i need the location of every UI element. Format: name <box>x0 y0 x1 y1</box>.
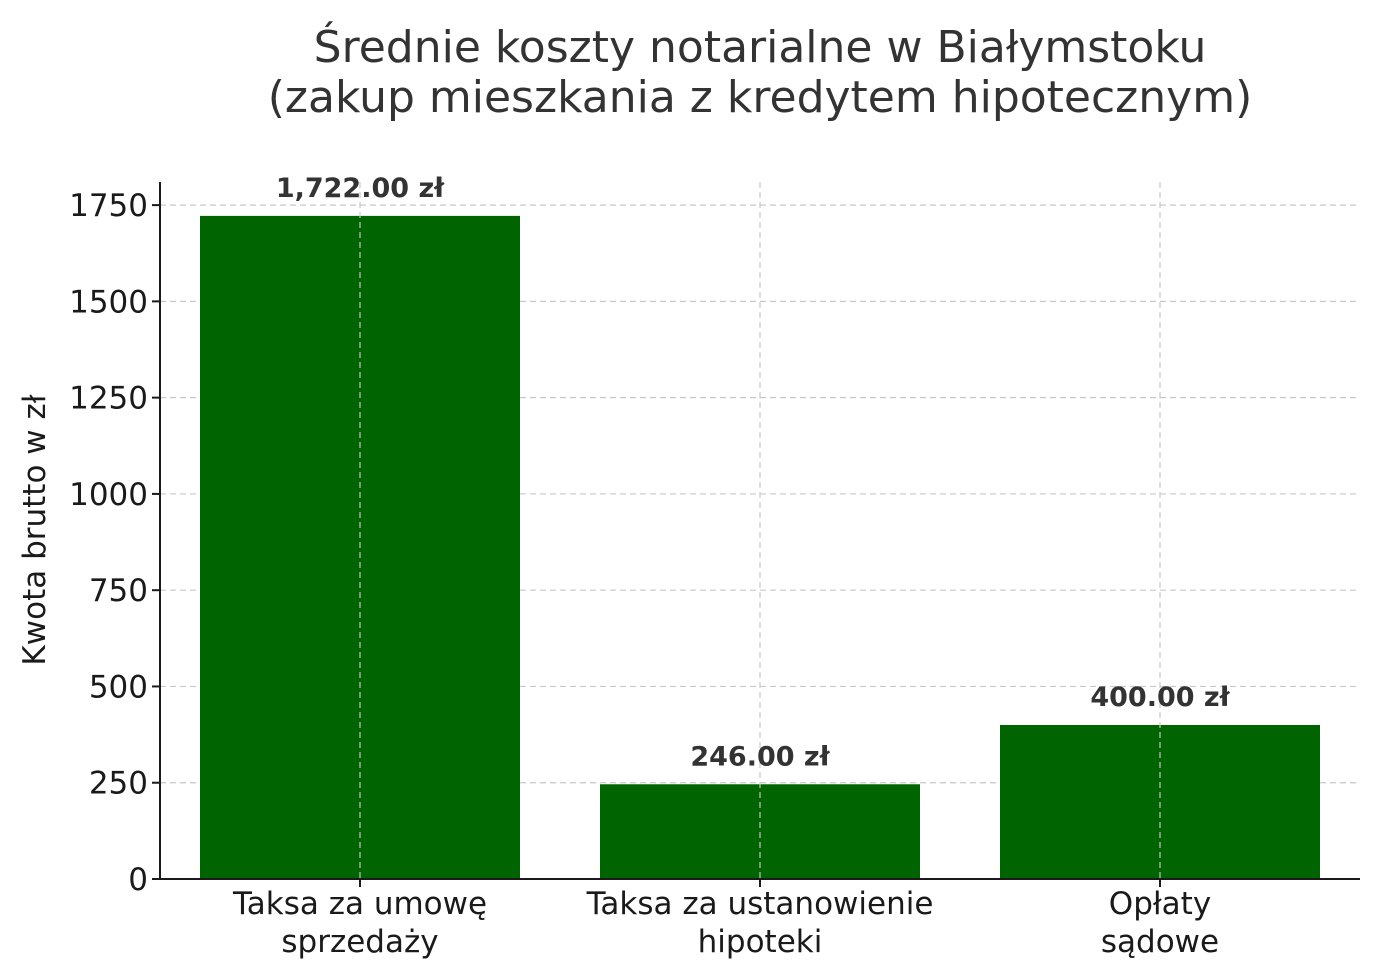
y-tick-label: 1250 <box>69 381 148 417</box>
y-axis-label: Kwota brutto w zł <box>17 394 53 665</box>
chart-title-line-1: Średnie koszty notarialne w Białymstoku <box>314 20 1207 73</box>
x-tick-label: hipoteki <box>698 924 823 960</box>
x-tick-label: Opłaty <box>1109 886 1211 922</box>
vertical-grid-layer <box>359 182 1161 879</box>
x-tick-label: Taksa za ustanowienie <box>586 886 934 922</box>
chart-title: Średnie koszty notarialne w Białymstoku … <box>268 20 1252 123</box>
x-tick-label: Taksa za umowę <box>232 886 487 922</box>
y-tick-label: 1750 <box>69 188 148 224</box>
chart-title-line-2: (zakup mieszkania z kredytem hipotecznym… <box>268 72 1252 123</box>
x-tick-label: sprzedaży <box>281 924 438 960</box>
y-tick-label: 250 <box>89 766 148 802</box>
y-tick-label: 1500 <box>69 284 148 320</box>
x-tick-label: sądowe <box>1101 924 1219 960</box>
y-tick-label: 750 <box>89 573 148 609</box>
data-label: 400.00 zł <box>1090 682 1230 713</box>
bars-layer <box>200 215 1320 879</box>
y-tick-label: 0 <box>128 862 148 898</box>
y-tick-label: 500 <box>89 669 148 705</box>
axes-layer <box>152 182 1360 887</box>
y-tick-labels: 0 250 500 750 1000 1250 1500 1750 <box>69 188 148 898</box>
y-tick-label: 1000 <box>69 477 148 513</box>
data-label: 1,722.00 zł <box>276 173 445 204</box>
data-label: 246.00 zł <box>690 741 830 772</box>
data-labels: 1,722.00 zł 246.00 zł 400.00 zł <box>276 173 1231 772</box>
